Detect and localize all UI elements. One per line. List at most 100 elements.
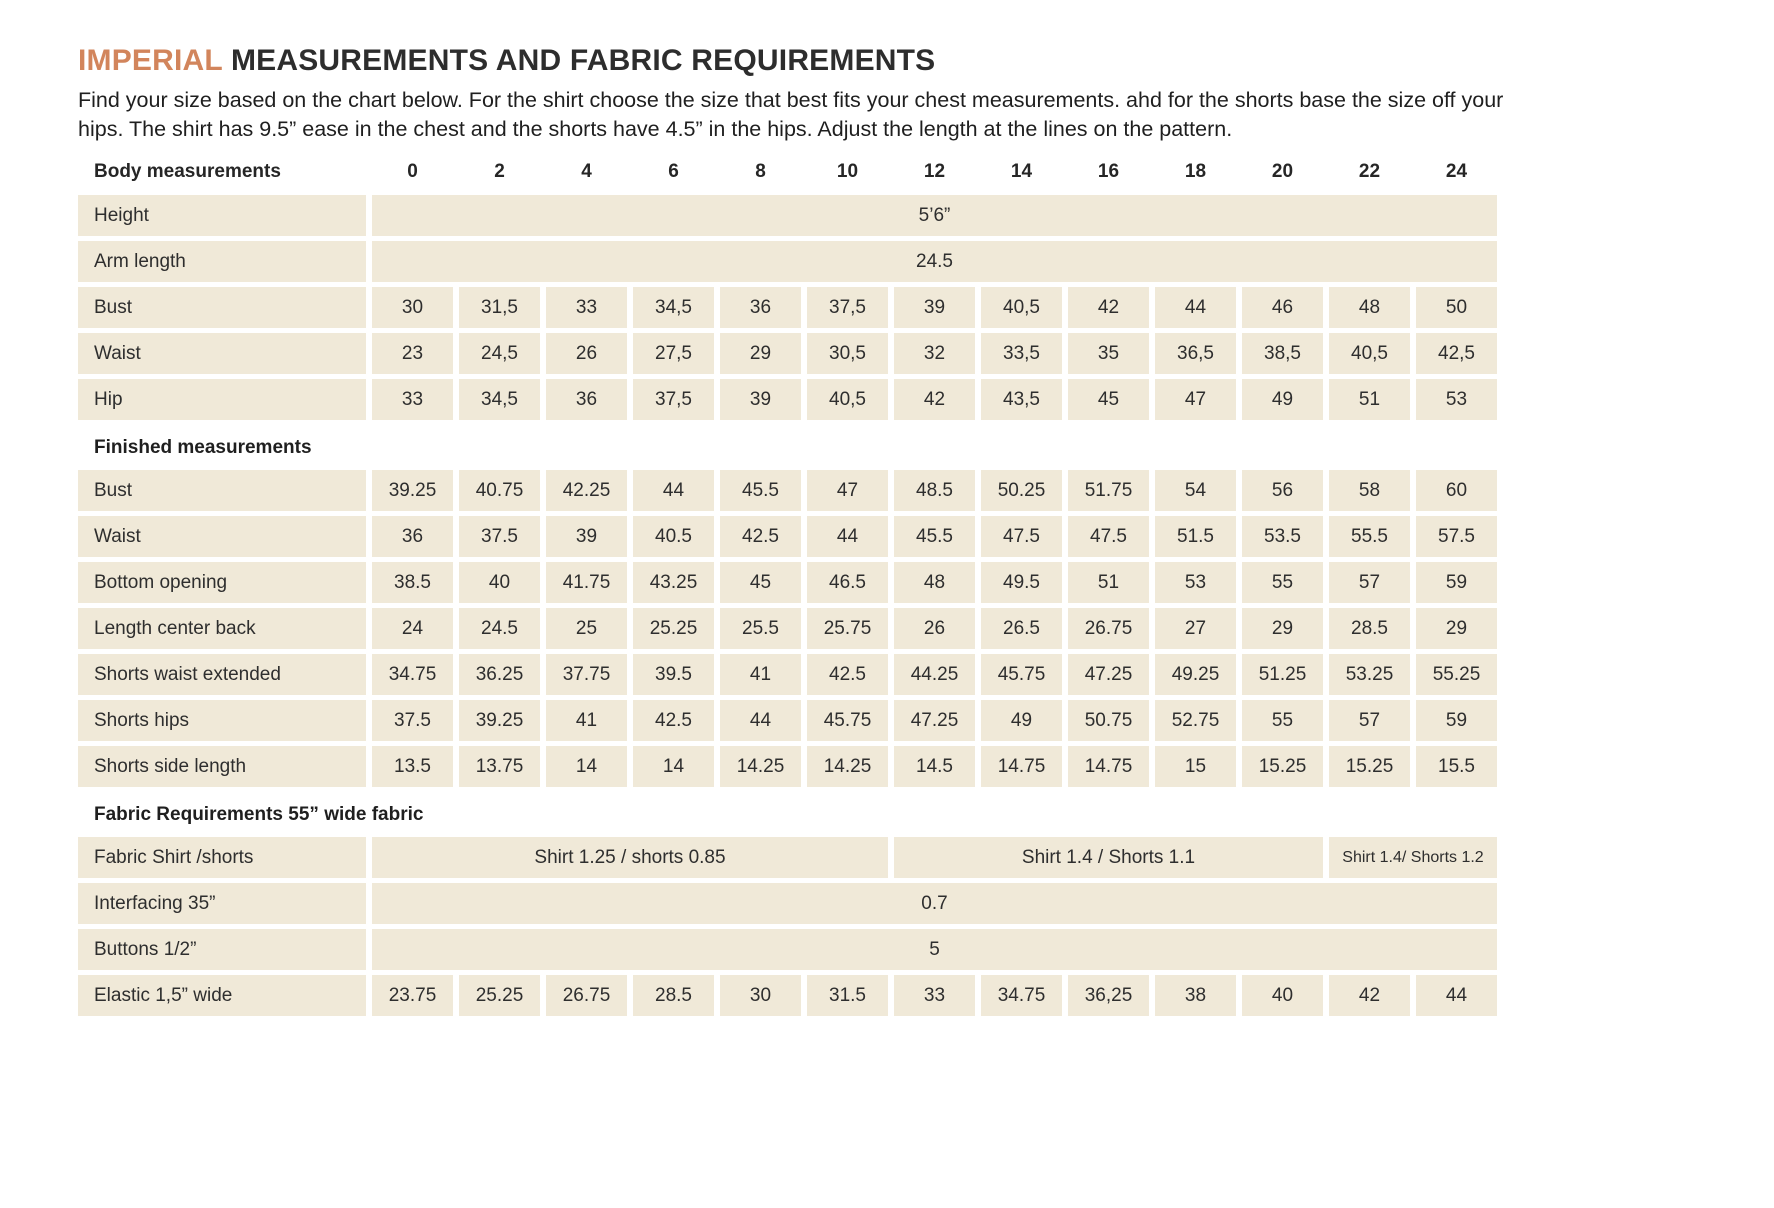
value-cell: 37.5 [372, 700, 453, 742]
size-header-cell: 6 [668, 161, 679, 183]
table-row: Elastic 1,5” wide 23.75 25.25 26.75 28.5 30 31… [78, 975, 1497, 1017]
size-header-cell: 12 [923, 161, 946, 183]
table-row: Shorts waist extended 34.75 36.25 37.75 39.5… [78, 654, 1497, 696]
page-title: IMPERIAL MEASUREMENTS AND FABRIC REQUIRE… [78, 44, 1774, 78]
value-cell: 47.5 [1068, 516, 1149, 558]
value-cell: 25.5 [720, 608, 801, 650]
value-cell: 39.5 [633, 654, 714, 696]
value-cell: 44 [1416, 975, 1497, 1017]
value-cell: 13.5 [372, 746, 453, 788]
value-cell: 30,5 [807, 333, 888, 375]
value-cell: 36 [720, 287, 801, 329]
table-row: Bust 39.25 40.75 42.25 44 45.5 47 48.5 50.25 51.7… [78, 470, 1497, 512]
value-cell: 42 [1329, 975, 1410, 1017]
body-measurements-header: Body measurements [94, 161, 281, 183]
value-cell: 39 [894, 287, 975, 329]
row-label: Bust [78, 287, 366, 329]
value-cell: 46.5 [807, 562, 888, 604]
value-cell: 45 [1068, 379, 1149, 421]
value-cell: 15.5 [1416, 746, 1497, 788]
value-cell: 51 [1329, 379, 1410, 421]
value-cell: 45.75 [807, 700, 888, 742]
value-cell: 15 [1155, 746, 1236, 788]
table-row: Length center back 24 24.5 25 25.25 25.5 25.75… [78, 608, 1497, 650]
span-value-cell: Shirt 1.4 / Shorts 1.1 [894, 837, 1323, 879]
value-cell: 25.75 [807, 608, 888, 650]
value-cell: 26.5 [981, 608, 1062, 650]
row-label: Bust [78, 470, 366, 512]
row-label: Bottom opening [78, 562, 366, 604]
value-cell: 34,5 [459, 379, 540, 421]
value-cell: 14.75 [981, 746, 1062, 788]
value-cell: 49 [1242, 379, 1323, 421]
size-header-cell: 2 [494, 161, 505, 183]
value-cell: 53.5 [1242, 516, 1323, 558]
value-cell: 55.25 [1416, 654, 1497, 696]
value-cell: 49.5 [981, 562, 1062, 604]
value-cell: 24,5 [459, 333, 540, 375]
value-cell: 53.25 [1329, 654, 1410, 696]
size-header-cell: 8 [755, 161, 766, 183]
value-cell: 37,5 [633, 379, 714, 421]
value-cell: 51.25 [1242, 654, 1323, 696]
value-cell: 33 [372, 379, 453, 421]
value-cell: 30 [372, 287, 453, 329]
table-row: Hip 33 34,5 36 37,5 39 40,5 42 43,5 45 47 49 51 53 [78, 379, 1497, 421]
value-cell: 33 [894, 975, 975, 1017]
value-cell: 42,5 [1416, 333, 1497, 375]
value-cell: 38 [1155, 975, 1236, 1017]
value-cell: 55 [1242, 700, 1323, 742]
value-cell: 40,5 [807, 379, 888, 421]
value-cell: 47 [807, 470, 888, 512]
value-cell: 43,5 [981, 379, 1062, 421]
value-cell: 14 [546, 746, 627, 788]
value-cell: 27,5 [633, 333, 714, 375]
value-cell: 58 [1329, 470, 1410, 512]
value-cell: 14 [633, 746, 714, 788]
row-label: Arm length [78, 241, 366, 283]
value-cell: 41 [720, 654, 801, 696]
value-cell: 25.25 [459, 975, 540, 1017]
value-cell: 41.75 [546, 562, 627, 604]
size-header-cell: 0 [407, 161, 418, 183]
value-cell: 51 [1068, 562, 1149, 604]
row-label: Waist [78, 516, 366, 558]
value-cell: 32 [894, 333, 975, 375]
value-cell: 42.25 [546, 470, 627, 512]
value-cell: 42.5 [633, 700, 714, 742]
table-row: Bottom opening 38.5 40 41.75 43.25 45 46.5 48 49… [78, 562, 1497, 604]
value-cell: 15.25 [1329, 746, 1410, 788]
value-cell: 42 [894, 379, 975, 421]
value-cell: 39 [720, 379, 801, 421]
size-table: Body measurements 0 2 4 6 8 10 12 14 16 18 20 22 24 … [78, 157, 1497, 1017]
value-cell: 57 [1329, 562, 1410, 604]
value-cell: 40.5 [633, 516, 714, 558]
value-cell: 30 [720, 975, 801, 1017]
table-row: Height 5’6” [78, 195, 1497, 237]
table-row: Bust 30 31,5 33 34,5 36 37,5 39 40,5 42 44 46 48 50 [78, 287, 1497, 329]
row-label: Shorts waist extended [78, 654, 366, 696]
value-cell: 34.75 [981, 975, 1062, 1017]
table-row: Fabric Shirt /shorts Shirt 1.25 / shorts … [78, 837, 1497, 879]
value-cell: 14.25 [720, 746, 801, 788]
value-cell: 28.5 [633, 975, 714, 1017]
value-cell: 42.5 [807, 654, 888, 696]
value-cell: 55.5 [1329, 516, 1410, 558]
value-cell: 36.25 [459, 654, 540, 696]
value-cell: 36 [372, 516, 453, 558]
size-header-cell: 10 [836, 161, 859, 183]
value-cell: 26.75 [546, 975, 627, 1017]
span-value-cell: 0.7 [372, 883, 1497, 925]
value-cell: 28.5 [1329, 608, 1410, 650]
value-cell: 39 [546, 516, 627, 558]
value-cell: 50.25 [981, 470, 1062, 512]
value-cell: 47 [1155, 379, 1236, 421]
table-row: Interfacing 35” 0.7 [78, 883, 1497, 925]
value-cell: 26.75 [1068, 608, 1149, 650]
value-cell: 40 [1242, 975, 1323, 1017]
row-label: Fabric Shirt /shorts [78, 837, 366, 879]
value-cell: 43.25 [633, 562, 714, 604]
section-heading: Fabric Requirements 55” wide fabric [94, 804, 424, 826]
section-heading: Finished measurements [94, 437, 312, 459]
value-cell: 44 [807, 516, 888, 558]
